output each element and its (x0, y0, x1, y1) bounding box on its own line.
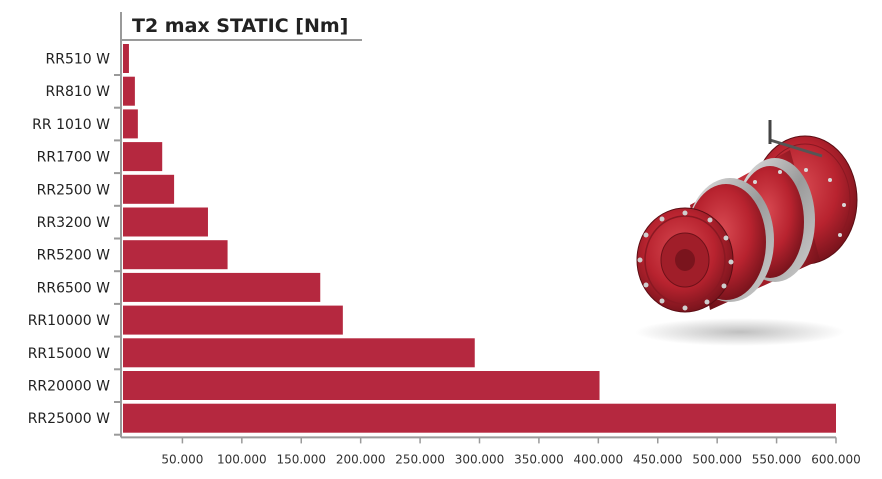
bar (123, 109, 138, 138)
category-label: RR6500 W (37, 280, 111, 296)
bar (123, 371, 600, 400)
bar (123, 273, 320, 302)
category-label: RR510 W (46, 52, 111, 68)
bar (123, 77, 135, 106)
x-tick-label: 450.000 (633, 452, 683, 466)
category-label: RR 1010 W (32, 117, 110, 133)
category-label: RR10000 W (28, 313, 110, 329)
category-label: RR2500 W (37, 182, 111, 198)
chart-title: T2 max STATIC [Nm] (132, 15, 348, 37)
category-label: RR1700 W (37, 150, 111, 166)
x-tick-label: 550.000 (752, 452, 802, 466)
bar (123, 142, 162, 171)
x-tick-label: 100.000 (217, 452, 267, 466)
bar (123, 404, 836, 433)
bar (123, 240, 228, 269)
x-tick-label: 600.000 (811, 452, 861, 466)
category-label: RR20000 W (28, 379, 110, 395)
bar (123, 338, 475, 367)
bar (123, 306, 343, 335)
x-tick-label: 500.000 (692, 452, 742, 466)
x-tick-label: 200.000 (336, 452, 386, 466)
gearbox-product-image (630, 110, 870, 350)
x-tick-label: 300.000 (455, 452, 505, 466)
x-tick-label: 150.000 (276, 452, 326, 466)
x-tick-label: 400.000 (574, 452, 624, 466)
bar (123, 208, 208, 237)
category-label: RR5200 W (37, 248, 111, 264)
category-label: RR3200 W (37, 215, 111, 231)
x-tick-label: 250.000 (395, 452, 445, 466)
bar (123, 175, 174, 204)
bar (123, 44, 129, 73)
category-label: RR15000 W (28, 346, 110, 362)
x-tick-label: 350.000 (514, 452, 564, 466)
category-label: RR810 W (46, 84, 111, 100)
x-tick-label: 50.000 (161, 452, 203, 466)
category-label: RR25000 W (28, 411, 110, 427)
